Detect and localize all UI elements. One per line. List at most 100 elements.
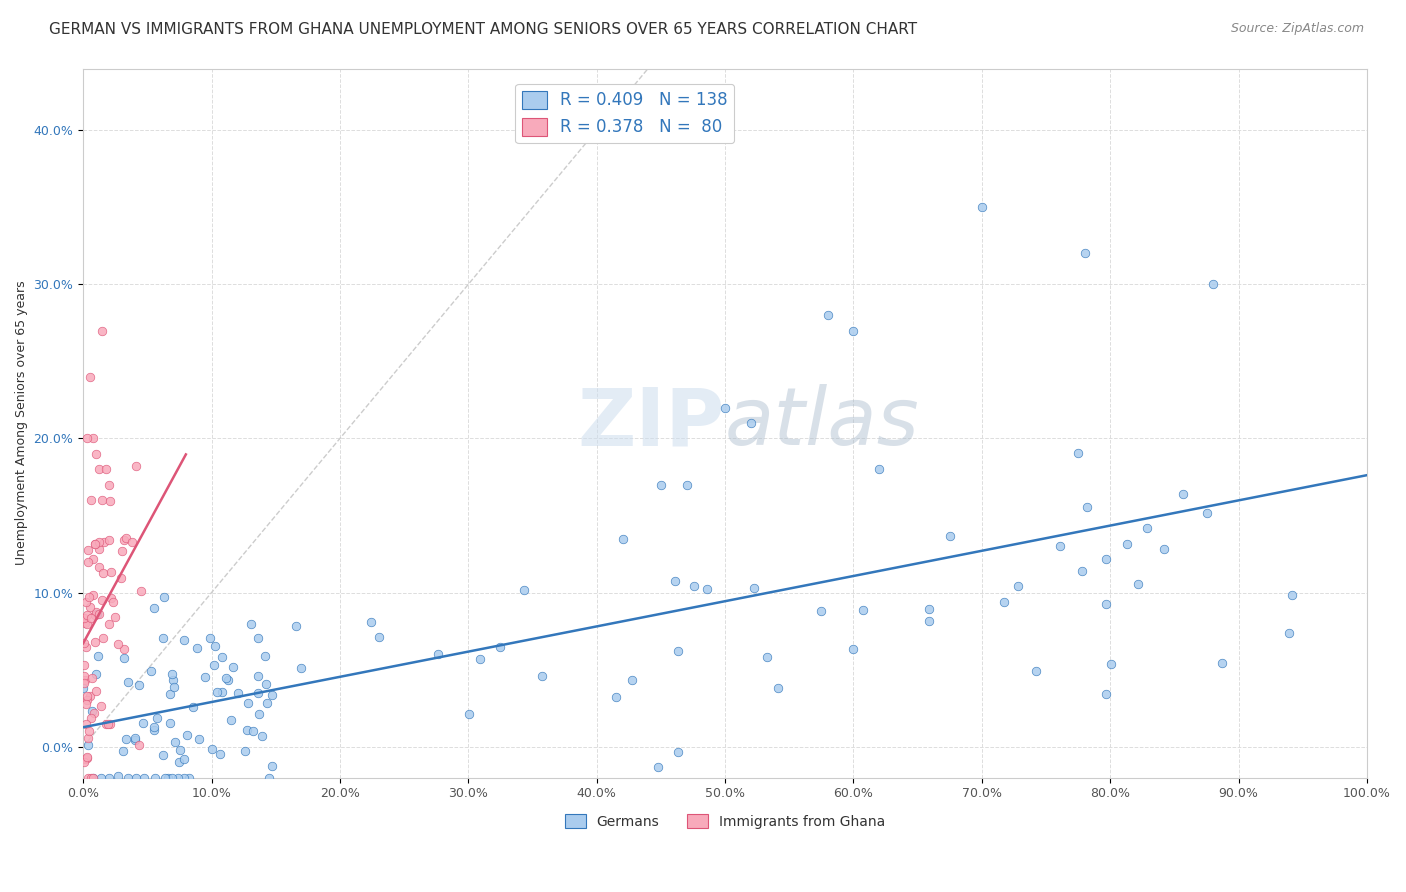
Point	[217, 673, 239, 687]
Point	[77, 555, 100, 569]
Point	[205, 685, 228, 699]
Point	[666, 745, 689, 759]
Point	[742, 581, 765, 595]
Point	[75, 698, 97, 712]
Point	[650, 477, 672, 491]
Point	[131, 716, 153, 731]
Point	[1211, 657, 1233, 671]
Point	[97, 477, 120, 491]
Point	[1073, 246, 1095, 260]
Text: ZIP: ZIP	[578, 384, 725, 462]
Point	[73, 657, 96, 672]
Point	[82, 552, 104, 566]
Point	[868, 462, 890, 476]
Point	[173, 771, 195, 785]
Point	[198, 631, 221, 645]
Point	[240, 617, 263, 632]
Point	[166, 771, 188, 785]
Point	[90, 771, 112, 785]
Point	[94, 717, 117, 731]
Point	[235, 723, 257, 737]
Point	[79, 689, 101, 703]
Point	[111, 744, 134, 758]
Point	[1099, 657, 1122, 672]
Point	[696, 582, 718, 596]
Point	[226, 686, 249, 700]
Point	[1095, 597, 1118, 611]
Point	[76, 692, 98, 706]
Point	[1115, 537, 1137, 551]
Point	[176, 728, 198, 742]
Point	[284, 619, 307, 633]
Point	[84, 605, 107, 619]
Point	[290, 661, 312, 675]
Point	[84, 537, 107, 551]
Point	[817, 308, 839, 322]
Point	[254, 649, 277, 664]
Point	[73, 636, 96, 650]
Point	[612, 532, 634, 546]
Point	[117, 771, 139, 785]
Point	[468, 652, 491, 666]
Point	[76, 607, 98, 622]
Point	[236, 696, 259, 710]
Point	[768, 681, 790, 695]
Point	[86, 607, 108, 621]
Point	[1076, 500, 1098, 514]
Point	[107, 769, 129, 783]
Point	[852, 603, 875, 617]
Point	[80, 671, 103, 685]
Point	[215, 671, 238, 685]
Point	[247, 707, 270, 722]
Point	[75, 640, 97, 654]
Point	[76, 731, 98, 745]
Point	[152, 631, 174, 645]
Point	[76, 689, 98, 703]
Point	[72, 681, 94, 695]
Point	[233, 744, 256, 758]
Point	[254, 677, 277, 691]
Point	[139, 664, 162, 678]
Point	[246, 631, 269, 645]
Point	[117, 675, 139, 690]
Point	[125, 459, 148, 474]
Point	[165, 735, 187, 749]
Point	[621, 673, 644, 687]
Point	[187, 732, 209, 747]
Point	[124, 731, 146, 746]
Point	[87, 607, 110, 621]
Point	[666, 644, 689, 658]
Point	[1126, 576, 1149, 591]
Point	[83, 634, 105, 648]
Point	[177, 771, 200, 785]
Point	[1067, 446, 1090, 460]
Point	[1007, 579, 1029, 593]
Point	[80, 711, 103, 725]
Point	[87, 541, 110, 556]
Point	[77, 542, 100, 557]
Point	[152, 747, 174, 762]
Point	[368, 630, 391, 644]
Point	[75, 717, 97, 731]
Point	[98, 533, 121, 547]
Point	[208, 747, 231, 761]
Point	[1173, 487, 1195, 501]
Point	[153, 590, 176, 604]
Point	[98, 716, 121, 731]
Point	[647, 760, 669, 774]
Point	[79, 369, 101, 384]
Point	[159, 716, 181, 731]
Legend: Germans, Immigrants from Ghana: Germans, Immigrants from Ghana	[560, 808, 891, 834]
Point	[87, 560, 110, 574]
Point	[128, 678, 150, 692]
Point	[111, 543, 134, 558]
Point	[129, 584, 152, 599]
Point	[73, 755, 96, 769]
Point	[115, 731, 138, 746]
Point	[1025, 664, 1047, 678]
Point	[256, 696, 278, 710]
Point	[115, 532, 138, 546]
Point	[143, 771, 166, 785]
Point	[77, 591, 100, 605]
Point	[222, 660, 245, 674]
